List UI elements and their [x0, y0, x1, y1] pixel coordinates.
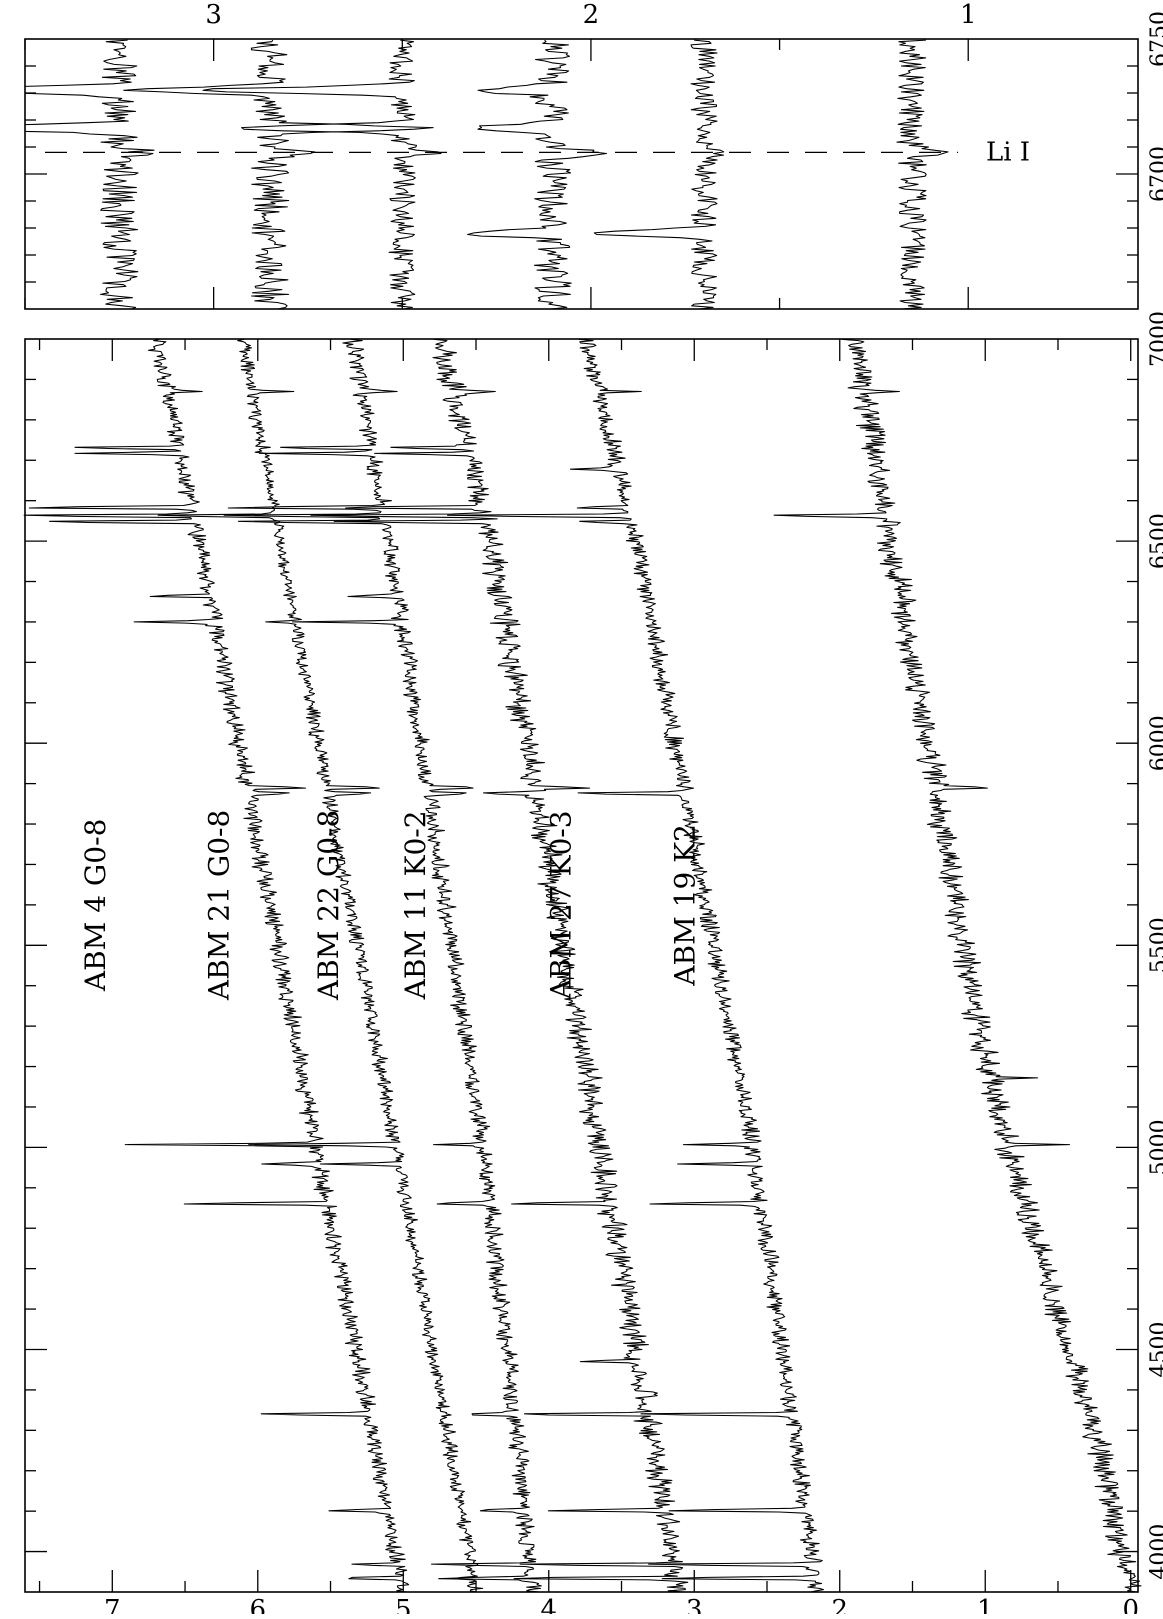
x-tick-label: 6000: [1147, 715, 1163, 771]
series-label: ABM 19 K2: [668, 824, 701, 987]
series-label: ABM 4 G0-8: [79, 819, 112, 993]
y-tick-label: 3: [686, 1595, 703, 1614]
main-plot-frame: [24, 338, 1139, 1593]
x-tick-label: 7000: [1147, 311, 1163, 367]
inset-spectra: [25, 39, 949, 309]
inset-spectrum-line: [202, 39, 442, 309]
spectrum-line: [446, 338, 825, 1593]
inset-y-tick-label: 1: [960, 0, 977, 30]
x-tick-label: 6500: [1147, 513, 1163, 569]
inset-y-tick-label: 3: [205, 0, 222, 30]
y-tick-label: 5: [395, 1595, 412, 1614]
x-tick-label: 4000: [1147, 1524, 1163, 1580]
y-tick-label: 1: [977, 1595, 994, 1614]
spectrum-line: [223, 338, 542, 1593]
y-tick-label: 0: [1122, 1595, 1139, 1614]
inset-spectrum-line: [123, 39, 434, 309]
inset-plot-frame: [24, 38, 1139, 310]
series-label: ABM 21 G0-8: [203, 810, 236, 1001]
series-label: ABM 11 K0-2: [399, 810, 432, 1000]
inset-spectrum-line: [896, 39, 949, 309]
y-tick-label: 6: [250, 1595, 267, 1614]
main-spectra-panel: 400045005000550060006500700001234567Wave…: [23, 311, 1163, 1619]
x-tick-label: 4500: [1147, 1321, 1163, 1377]
inset-spectrum-line: [467, 39, 608, 309]
spectrum-line: [157, 338, 484, 1593]
y-tick-label: 2: [831, 1595, 848, 1614]
li-line-label: Li I: [986, 137, 1030, 167]
x-tick-label: 5000: [1147, 1119, 1163, 1175]
spectrum-line: [310, 338, 689, 1593]
spectrum-line: [773, 338, 1142, 1593]
series-label: ABM 27 K0-3: [545, 810, 578, 1000]
lithium-inset-panel: 6700 6750 1 2 3 Li I: [24, 0, 1163, 310]
y-tick-label: 4: [540, 1595, 557, 1614]
spectrum-line: [23, 338, 410, 1593]
inset-y-tick-label: 2: [583, 0, 600, 30]
inset-x-tick-label: 6750: [1147, 11, 1163, 67]
inset-spectrum-line: [25, 39, 155, 309]
inset-x-tick-label: 6700: [1147, 146, 1163, 202]
x-tick-label: 5500: [1147, 917, 1163, 973]
series-label: ABM 22 G0-8: [312, 810, 345, 1001]
inset-spectrum-line: [593, 39, 725, 309]
y-tick-label: 7: [104, 1595, 121, 1614]
